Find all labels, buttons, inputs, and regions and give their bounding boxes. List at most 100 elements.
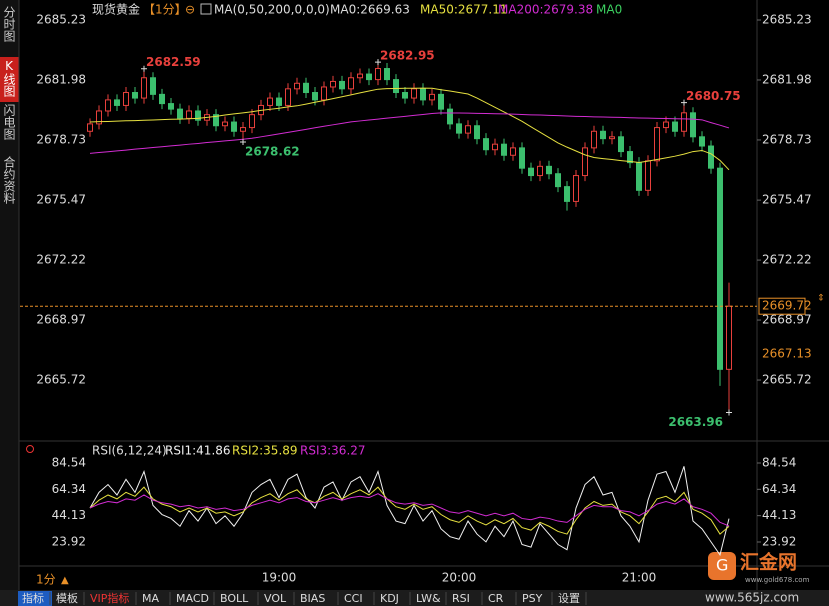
candle-body xyxy=(672,121,678,132)
candle-body xyxy=(366,73,372,81)
candle-body xyxy=(177,108,183,119)
candle-body xyxy=(645,160,651,191)
candle-body xyxy=(285,88,291,106)
candle-body xyxy=(519,147,525,169)
candle-body xyxy=(582,147,588,177)
sidebar xyxy=(0,0,19,590)
toolbar-item[interactable]: MACD xyxy=(176,592,209,605)
toolbar-item[interactable]: KDJ xyxy=(380,592,399,605)
candle-body xyxy=(699,136,705,147)
title: 现货黄金 xyxy=(92,2,140,17)
y-tick-label: 2668.97 xyxy=(762,313,812,327)
toolbar-item[interactable]: 指标 xyxy=(22,591,44,605)
y-tick-label: 2672.22 xyxy=(762,253,812,267)
sidebar-tab[interactable]: 合约资料 xyxy=(2,155,16,204)
candle-body xyxy=(330,80,336,88)
period-label[interactable]: 1分 xyxy=(36,573,56,587)
candle-body xyxy=(447,108,453,125)
candle-body xyxy=(429,93,435,101)
logo-url: www.gold678.com xyxy=(745,576,810,584)
candle-body xyxy=(474,125,480,140)
candle-body xyxy=(186,110,192,119)
toolbar-item[interactable]: CCI xyxy=(344,592,363,605)
candle-body xyxy=(303,82,309,94)
y-tick-label: 23.92 xyxy=(52,534,86,548)
logo-glyph: G xyxy=(716,556,728,575)
ma-params: MA(0,50,200,0,0,0) xyxy=(214,3,330,17)
sidebar-tab[interactable]: 闪电图 xyxy=(2,104,16,140)
candle-body xyxy=(393,79,399,94)
candle-body xyxy=(231,121,237,132)
toolbar-item[interactable]: VIP指标 xyxy=(90,591,129,605)
candle-body xyxy=(240,127,246,132)
candle-body xyxy=(249,114,255,129)
y-tick-label: 84.54 xyxy=(52,456,86,470)
candle-body xyxy=(141,77,147,99)
x-tick-label: 19:00 xyxy=(262,571,297,585)
rsi-icon xyxy=(26,445,34,453)
candle-body xyxy=(618,136,624,153)
y-tick-label: 2668.97 xyxy=(36,313,86,327)
y-tick-label: 2685.23 xyxy=(36,12,86,26)
legend-entry: MA200:2679.38 xyxy=(498,3,593,17)
toolbar-item[interactable]: RSI xyxy=(452,592,470,605)
y-tick-label: 2681.98 xyxy=(762,72,812,86)
candle-body xyxy=(267,97,273,106)
candle-body xyxy=(609,136,615,140)
rsi-line xyxy=(89,466,730,557)
candle-body xyxy=(663,121,669,129)
last-price-label: 2669.72 xyxy=(762,299,812,313)
candle-body xyxy=(123,92,129,106)
y-tick-label: 2681.98 xyxy=(36,72,86,86)
candle-body xyxy=(321,86,327,101)
rsi-title: RSI(6,12,24) xyxy=(92,444,167,458)
period-arrow[interactable]: ▲ xyxy=(61,575,69,586)
rsi-line xyxy=(89,493,730,527)
candle-body xyxy=(654,127,660,162)
ma0-label: MA0:2669.63 xyxy=(330,3,410,17)
rsi-line xyxy=(89,486,730,535)
toolbar-item[interactable]: MA xyxy=(142,592,159,605)
candle-body xyxy=(717,167,723,370)
legend-entry: RSI2:35.89 xyxy=(232,444,298,458)
logo-name: 汇金网 xyxy=(740,551,797,574)
sidebar-tab[interactable]: 分时图 xyxy=(2,6,16,42)
scroll-arrow: ⇕ xyxy=(817,294,825,304)
candle-body xyxy=(339,80,345,90)
y-tick-label: 84.54 xyxy=(762,456,796,470)
candle-body xyxy=(483,138,489,151)
candle-body xyxy=(510,147,516,156)
toolbar-item[interactable]: 设置 xyxy=(558,592,580,605)
candle-body xyxy=(456,123,462,134)
zoom-icon[interactable]: ⊖ xyxy=(185,3,195,17)
last-price-box xyxy=(758,297,806,315)
extreme-label: 2680.75 xyxy=(686,89,741,103)
candle-body xyxy=(528,167,534,177)
toolbar-item[interactable]: 模板 xyxy=(56,591,78,605)
x-tick-label: 21:00 xyxy=(622,571,657,585)
candle-body xyxy=(573,175,579,202)
candle-body xyxy=(591,130,597,149)
candle-body xyxy=(465,125,471,134)
toolbar-item[interactable]: LW& xyxy=(416,592,441,605)
candle-body xyxy=(132,92,138,99)
toolbar-item[interactable]: CR xyxy=(488,592,504,605)
sidebar-tab[interactable]: K线图 xyxy=(2,59,16,97)
y-tick-label: 2665.72 xyxy=(762,373,812,387)
candle-body xyxy=(96,110,102,125)
toolbar-item[interactable]: PSY xyxy=(522,592,543,605)
candle-body xyxy=(555,173,561,188)
candle-body xyxy=(150,77,156,95)
y-tick-label: 2665.72 xyxy=(36,373,86,387)
toolbar-item[interactable]: VOL xyxy=(264,592,287,605)
sidebar-active xyxy=(0,57,19,102)
candle-body xyxy=(438,93,444,110)
candle-body xyxy=(294,82,300,90)
settings-icon[interactable] xyxy=(200,3,212,15)
candle-body xyxy=(375,68,381,81)
extreme-marker xyxy=(375,59,381,66)
toolbar-item[interactable]: BIAS xyxy=(300,592,325,605)
marker-price: 2667.13 xyxy=(762,347,812,361)
toolbar-item[interactable]: BOLL xyxy=(220,592,249,605)
